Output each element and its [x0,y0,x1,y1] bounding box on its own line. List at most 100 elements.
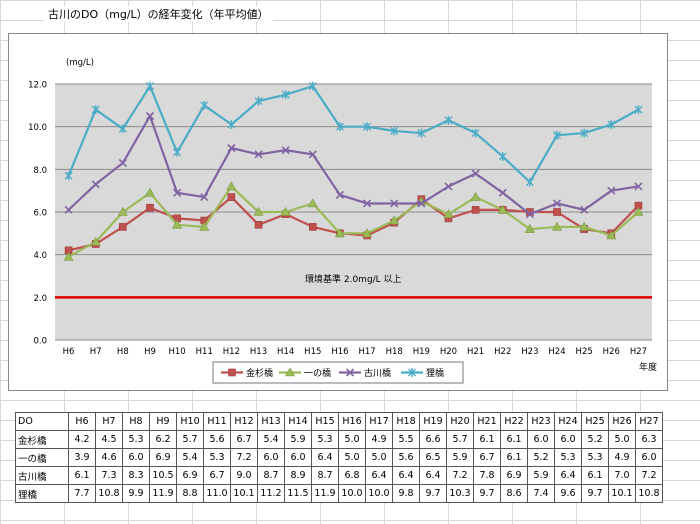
data-point [497,204,508,214]
x-tick-label: H21 [467,347,484,357]
data-point [634,182,643,191]
x-tick-label: H11 [196,347,213,357]
table-column-header: H12 [230,412,258,431]
data-point [173,147,182,157]
table-row: 金杉橋 4.2 4.5 5.3 6.2 5.7 5.6 6.7 5.4 5.9 5.3 5.0 4.9 5… [15,430,663,449]
data-point [91,105,100,115]
table-cell: 6.4 [554,466,582,485]
series-2 [63,181,644,261]
table-cell: 8.8 [176,484,204,503]
table-cell: 5.9 [446,448,474,467]
data-point [389,215,400,225]
table-cell: 7.2 [230,448,258,467]
table-row-label: 狸橋 [15,484,69,503]
data-point [145,81,154,91]
data-point [308,150,317,159]
table-cell: 6.4 [419,466,447,485]
table-cell: 5.3 [581,448,609,467]
data-point [362,228,373,238]
table-cell: 4.9 [365,430,393,449]
data-point [443,209,454,218]
y-tick-label: 2.0 [33,294,47,304]
series-line [68,185,640,258]
data-point [253,206,264,216]
x-tick-label: H19 [413,347,430,357]
data-point [227,143,236,153]
table-cell: 6.6 [419,430,447,449]
chart-area[interactable]: 0.0 2.0 4.0 6.0 8.0 10.0 12.0 (mg/L) H6 H7 H8 H9 H10… [8,33,668,391]
x-tick-label: H12 [223,347,240,357]
x-tick-label: H25 [576,347,593,357]
table-cell: 5.3 [122,430,150,449]
data-point [119,223,127,231]
data-point [64,205,73,214]
table-cell: 9.8 [392,484,420,503]
x-tick-label: H18 [386,347,403,357]
x-tick-label: H22 [494,347,511,357]
table-cell: 6.1 [500,448,528,467]
table-cell: 10.0 [338,484,366,503]
table-column-header: H19 [419,412,447,431]
table-cell: 6.2 [149,430,177,449]
data-point [363,122,372,132]
legend-label: 古川橋 [364,367,391,379]
data-point [335,190,344,199]
x-tick-label: H14 [277,347,294,357]
table-column-header: H23 [527,412,555,431]
table-cell: 7.0 [608,466,636,485]
y-tick-label: 0.0 [33,337,47,347]
table-cell: 10.0 [365,484,393,503]
table-cell: 11.9 [149,484,177,503]
table-cell: 9.0 [230,466,258,485]
table-column-header: H26 [608,412,636,431]
data-point [470,191,481,201]
table-column-header: H25 [581,412,609,431]
data-point [307,198,318,208]
data-point [227,120,236,130]
table-cell: 6.8 [338,466,366,485]
data-point [345,368,355,377]
table-cell: 5.0 [338,430,366,449]
table-cell: 5.7 [176,430,204,449]
table-column-header: H27 [635,412,663,431]
table-column-header: H17 [365,412,393,431]
table-row-label: 古川橋 [15,466,69,485]
data-point [634,105,643,115]
data-point [281,90,290,100]
line-chart: 0.0 2.0 4.0 6.0 8.0 10.0 12.0 (mg/L) H6 H7 H8 H9 H10… [28,58,657,384]
x-tick-label: H10 [169,347,186,357]
table-cell: 5.5 [392,430,420,449]
table-cell: 11.9 [311,484,339,503]
table-cell: 5.4 [257,430,285,449]
table-column-header: H22 [500,412,528,431]
table-cell: 7.3 [95,466,123,485]
data-point [390,199,399,208]
table-cell: 6.5 [419,448,447,467]
table-cell: 7.7 [68,484,96,503]
reference-line-label: 環境基準 2.0mg/L 以上 [305,273,402,285]
table-column-header: H6 [68,412,96,431]
table-cell: 7.8 [473,466,501,485]
data-point [607,186,616,195]
table-cell: 7.4 [527,484,555,503]
series-3 [64,111,643,219]
data-point [471,128,480,138]
table-cell: 5.9 [284,430,312,449]
data-point [580,205,589,214]
data-point [91,180,100,189]
x-tick-label: H7 [90,347,102,357]
page-title: 古川のDO（mg/L）の経年変化（年平均値） [44,6,273,22]
table-cell: 10.8 [635,484,663,503]
table-cell: 8.9 [284,466,312,485]
table-cell: 6.7 [473,448,501,467]
x-tick-label: H15 [304,347,321,357]
table-cell: 6.9 [149,448,177,467]
table-cell: 7.2 [446,466,474,485]
data-point [579,221,590,231]
table-cell: 6.1 [581,466,609,485]
table-cell: 3.9 [68,448,96,467]
data-point [118,124,127,134]
table-cell: 6.4 [311,448,339,467]
data-point [227,193,236,201]
data-point [254,221,263,229]
